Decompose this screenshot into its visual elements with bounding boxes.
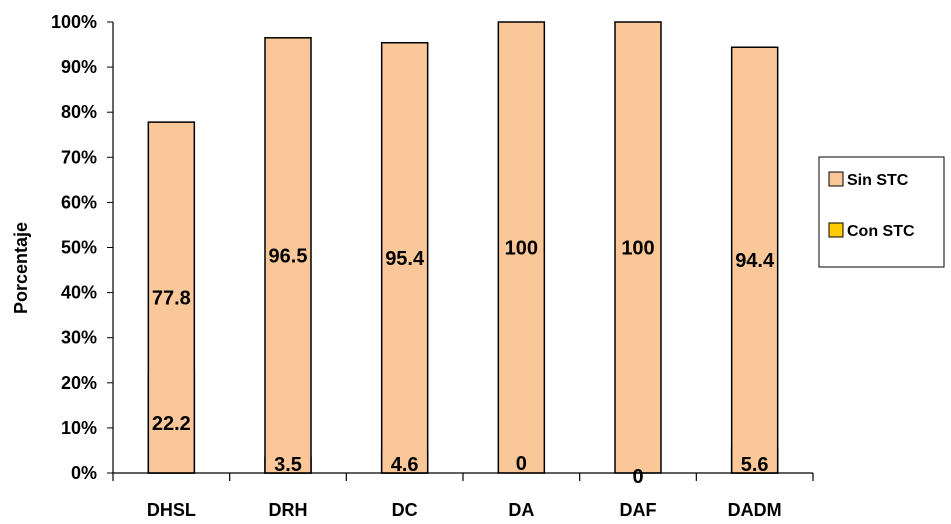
data-label-sin-stc-dc: 95.4 <box>385 248 425 270</box>
data-label-con-stc-da: 0 <box>516 453 527 475</box>
legend-label-sin-stc: Sin STC <box>847 172 909 189</box>
data-label-sin-stc-da: 100 <box>505 238 538 260</box>
y-axis-title: Porcentaje <box>11 222 31 314</box>
legend-swatch-con-stc <box>828 222 844 238</box>
y-tick-label: 80% <box>61 102 97 122</box>
axes-layer <box>112 22 814 481</box>
legend-label-con-stc: Con STC <box>847 223 915 240</box>
data-label-con-stc-dadm: 5.6 <box>741 454 769 476</box>
category-label-drh: DRH <box>269 500 308 520</box>
bar-sin-stc-da <box>497 21 546 474</box>
y-tick-label: 0% <box>71 463 97 483</box>
category-label-dc: DC <box>392 500 418 520</box>
category-label-dhsl: DHSL <box>147 500 196 520</box>
legend-swatch-sin-stc <box>828 171 844 187</box>
data-label-con-stc-daf: 0 <box>632 466 643 488</box>
y-tick-label: 50% <box>61 238 97 258</box>
data-label-sin-stc-dhsl: 77.8 <box>152 288 191 310</box>
data-label-con-stc-dhsl: 22.2 <box>152 413 191 435</box>
y-tick-label: 30% <box>61 328 97 348</box>
data-label-con-stc-dc: 4.6 <box>391 454 419 476</box>
category-label-dadm: DADM <box>728 500 782 520</box>
y-tick-label: 70% <box>61 147 97 167</box>
category-label-da: DA <box>508 500 534 520</box>
y-tick-label: 60% <box>61 192 97 212</box>
x-axis-category-labels: DHSL DRH DC DA DAF DADM <box>147 500 782 520</box>
data-label-sin-stc-drh: 96.5 <box>269 245 308 267</box>
bar-sin-stc-dhsl <box>147 121 196 474</box>
bar-sin-stc-daf <box>614 21 662 474</box>
data-label-con-stc-drh: 3.5 <box>274 454 302 476</box>
y-tick-label: 90% <box>61 57 97 77</box>
data-label-sin-stc-daf: 100 <box>621 238 654 260</box>
data-labels-layer: 22.2 77.8 3.5 96.5 4.6 95.4 0 100 0 100 5.6 94.4 <box>152 238 775 489</box>
y-tick-label: 20% <box>61 373 97 393</box>
category-label-daf: DAF <box>620 500 657 520</box>
legend: Sin STC Con STC <box>818 156 945 268</box>
bar-sin-stc-dadm <box>730 46 779 474</box>
bars-layer <box>147 21 779 474</box>
y-axis-ticks: 0% 10% 20% 30% 40% 50% 60% 70% 80% 90% 100% <box>51 12 113 483</box>
data-label-sin-stc-dadm: 94.4 <box>735 250 775 272</box>
y-tick-label: 10% <box>61 418 97 438</box>
y-tick-label: 100% <box>51 12 97 32</box>
bar-sin-stc-drh <box>264 37 312 474</box>
y-tick-label: 40% <box>61 283 97 303</box>
bar-sin-stc-dc <box>380 41 429 474</box>
